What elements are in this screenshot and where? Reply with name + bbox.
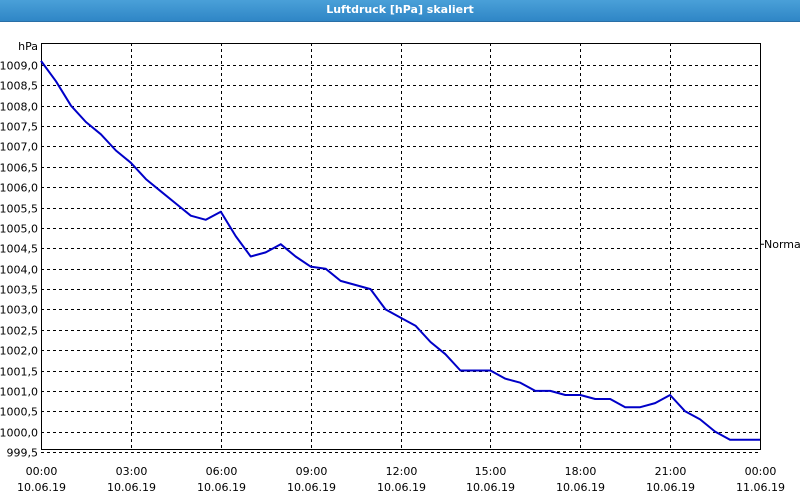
- y-tick-label: 1004,5: [0, 243, 38, 256]
- x-tick-date-label: 10.06.19: [556, 481, 605, 494]
- y-tick-label: 1001,5: [0, 366, 38, 379]
- x-tick-time-label: 18:00: [565, 465, 597, 478]
- x-tick-date-label: 10.06.19: [646, 481, 695, 494]
- y-tick-label: 1008,5: [0, 80, 38, 93]
- pressure-series-line: [40, 60, 760, 441]
- x-tick-time-label: 15:00: [475, 465, 507, 478]
- y-tick-label: 1009,0: [0, 60, 38, 73]
- x-tick-time-label: 03:00: [116, 465, 148, 478]
- y-tick-label: 1007,5: [0, 121, 38, 134]
- y-tick-label: 1003,0: [0, 304, 38, 317]
- y-tick-label: 1002,5: [0, 325, 38, 338]
- y-tick-label: 1006,0: [0, 182, 38, 195]
- x-tick-time-label: 06:00: [206, 465, 238, 478]
- x-tick-date-label: 10.06.19: [287, 481, 336, 494]
- chart-title: Luftdruck [hPa] skaliert: [0, 0, 800, 22]
- x-tick-time-label: 21:00: [655, 465, 687, 478]
- y-tick-label: 1000,5: [0, 406, 38, 419]
- pressure-chart: hPa 1009,0 1008,5 1008,0 1007,5 1007,0 1006,5 1…: [0, 40, 800, 494]
- reference-line-label: Normal: [764, 238, 800, 251]
- y-tick-label: 1005,5: [0, 203, 38, 216]
- x-tick-date-label: 10.06.19: [197, 481, 246, 494]
- y-tick-label: 1008,0: [0, 101, 38, 114]
- x-tick-time-label: 00:00: [26, 465, 58, 478]
- y-tick-label: 1003,5: [0, 284, 38, 297]
- x-tick-time-label: 00:00: [745, 465, 777, 478]
- x-tick-date-label: 10.06.19: [377, 481, 426, 494]
- y-tick-label: 1004,0: [0, 264, 38, 277]
- x-tick-date-label: 11.06.19: [736, 481, 785, 494]
- plot-frame: [41, 43, 761, 450]
- x-tick-time-label: 09:00: [296, 465, 328, 478]
- x-tick-date-label: 10.06.19: [466, 481, 515, 494]
- x-tick-date-label: 10.06.19: [17, 481, 66, 494]
- y-tick-label: 1007,0: [0, 141, 38, 154]
- y-tick-label: 999,5: [7, 447, 39, 460]
- y-tick-label: 1000,0: [0, 427, 38, 440]
- y-tick-label: 1005,0: [0, 223, 38, 236]
- y-tick-label: 1001,0: [0, 386, 38, 399]
- y-tick-label: 1002,0: [0, 345, 38, 358]
- x-tick-time-label: 12:00: [386, 465, 418, 478]
- y-tick-label: 1006,5: [0, 162, 38, 175]
- x-tick-date-label: 10.06.19: [107, 481, 156, 494]
- y-axis-unit-label: hPa: [18, 40, 38, 53]
